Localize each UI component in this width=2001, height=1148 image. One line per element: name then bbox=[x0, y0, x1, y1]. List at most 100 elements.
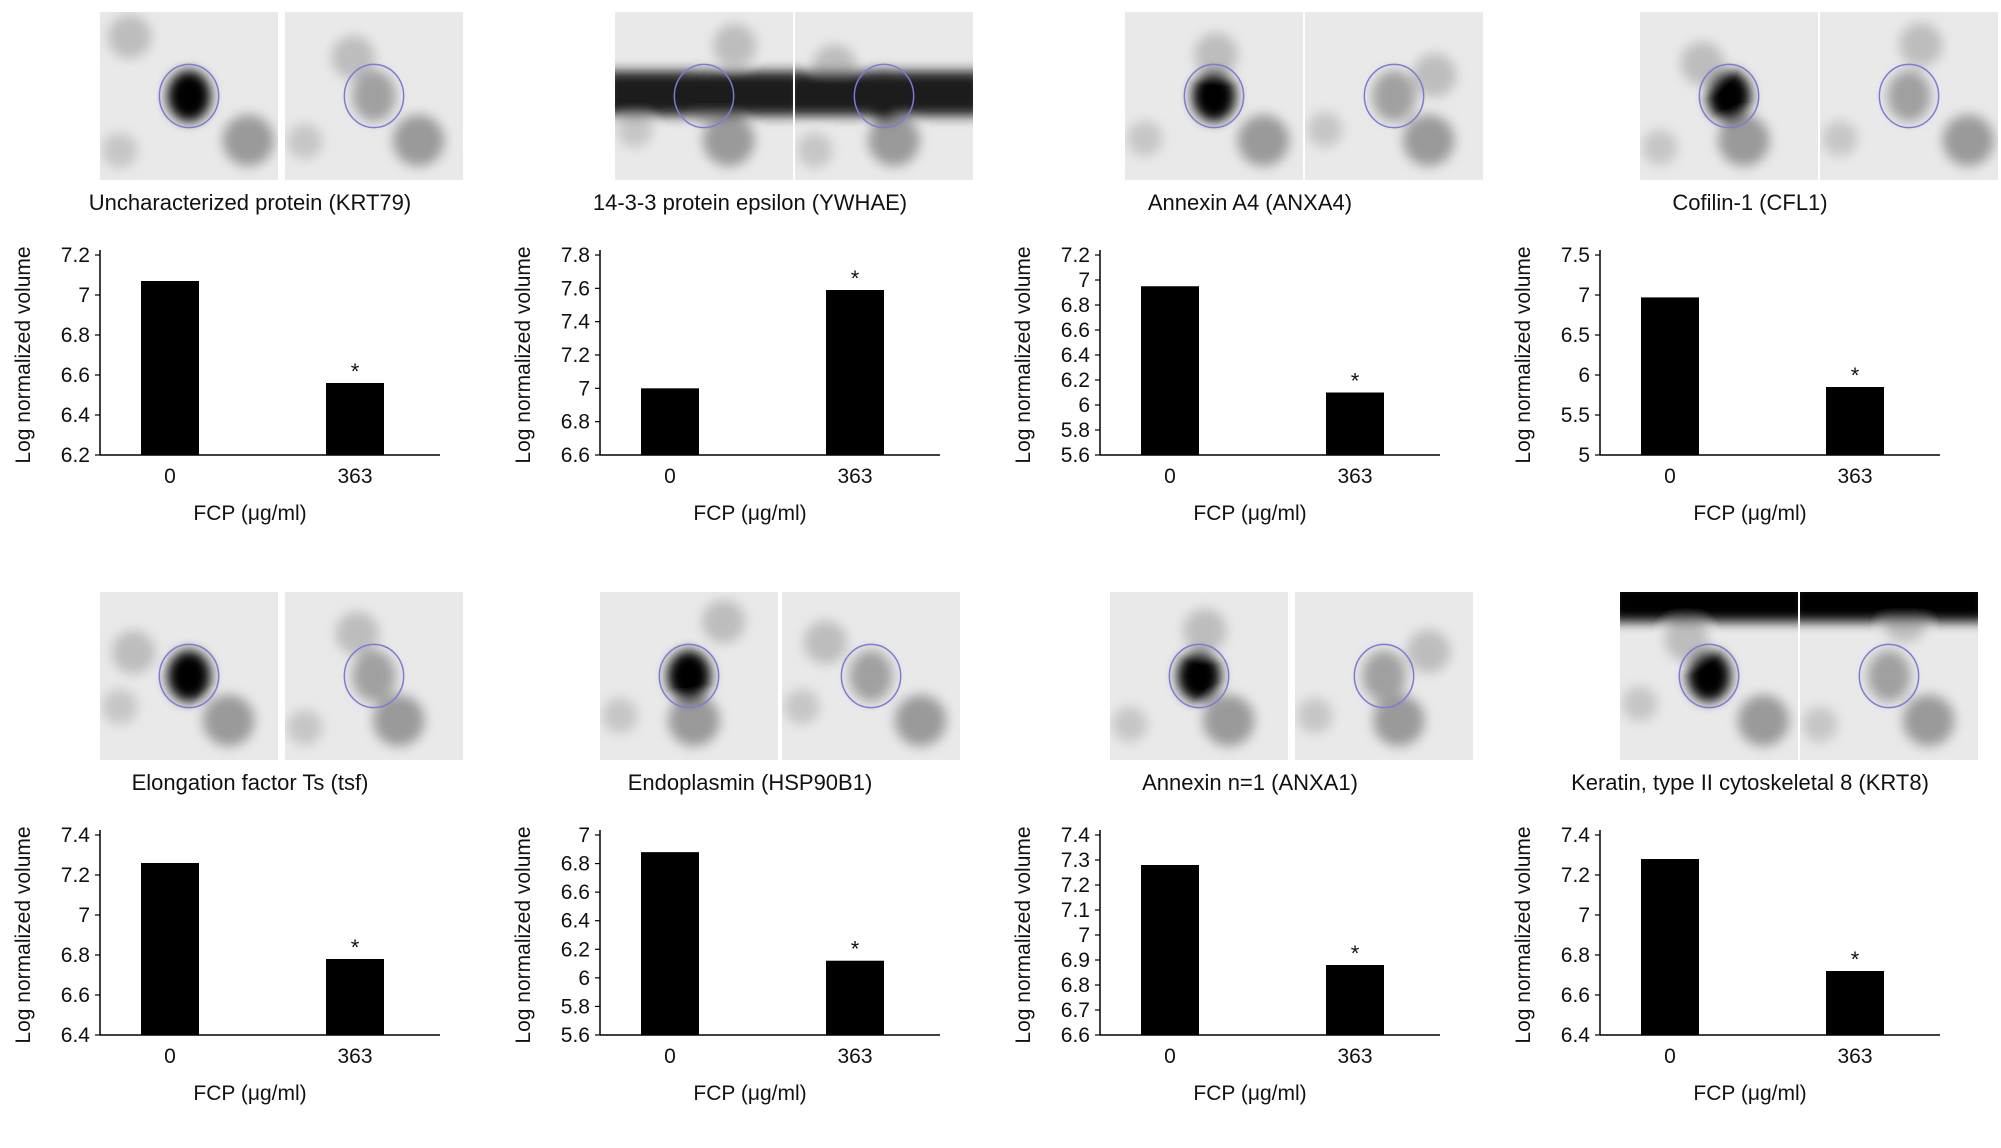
bar bbox=[141, 281, 199, 455]
protein-panel: Cofilin-1 (CFL1) 5 5.5 6 6.5 7 7.5 0 363 * FCP (μg… bbox=[1500, 0, 2000, 568]
spot-outline bbox=[1353, 643, 1415, 709]
y-tick-label: 6.4 bbox=[1561, 1024, 1591, 1047]
spot-outline bbox=[1698, 63, 1760, 129]
gel-image-pair bbox=[1500, 0, 2000, 185]
y-axis-label: Log normalized volume bbox=[512, 246, 535, 463]
significance-marker: * bbox=[851, 266, 860, 291]
y-axis-label: Log normalized volume bbox=[1012, 826, 1035, 1043]
y-tick-label: 6.2 bbox=[1061, 369, 1090, 392]
y-tick-label: 7 bbox=[578, 824, 590, 847]
gel-image-control bbox=[100, 592, 278, 760]
x-tick-label: 363 bbox=[1837, 465, 1872, 488]
y-tick-label: 6.2 bbox=[561, 938, 590, 961]
protein-panel: Uncharacterized protein (KRT79) 6.2 6.4 6.6… bbox=[0, 0, 500, 568]
y-tick-label: 7.2 bbox=[61, 244, 90, 267]
y-tick-label: 7.8 bbox=[561, 244, 590, 267]
y-tick-label: 6.6 bbox=[561, 444, 590, 467]
bar bbox=[1326, 392, 1384, 455]
significance-marker: * bbox=[1851, 947, 1860, 972]
gel-image-pair bbox=[1500, 580, 2000, 765]
y-tick-label: 7 bbox=[78, 284, 90, 307]
gel-image-pair bbox=[0, 580, 500, 765]
y-tick-label: 6 bbox=[578, 967, 590, 990]
y-tick-label: 7.4 bbox=[561, 311, 591, 334]
bar bbox=[141, 863, 199, 1035]
y-tick-label: 7.4 bbox=[1061, 824, 1091, 847]
bar bbox=[826, 960, 884, 1035]
protein-name: Elongation factor Ts (tsf) bbox=[131, 770, 369, 795]
gel-image-pair bbox=[1000, 0, 1500, 185]
spot-outline bbox=[1183, 63, 1245, 129]
protein-name: Cofilin-1 (CFL1) bbox=[1672, 190, 1828, 215]
protein-name: Uncharacterized protein (KRT79) bbox=[88, 190, 412, 215]
significance-marker: * bbox=[1351, 369, 1360, 394]
gel-image-control bbox=[1640, 12, 1818, 180]
y-axis-label: Log normalized volume bbox=[12, 826, 35, 1043]
bar-chart: 5.6 5.8 6 6.2 6.4 6.6 6.8 7 0 363 * FCP (μg/ml) Log … bbox=[500, 795, 1000, 1125]
spot-outline bbox=[343, 63, 405, 129]
protein-panel: Annexin n=1 (ANXA1) 6.6 6.7 6.8 6.9 7 7.1 7.2 7.… bbox=[1000, 580, 1500, 1148]
bar bbox=[641, 852, 699, 1035]
protein-panel: Elongation factor Ts (tsf) 6.4 6.6 6.8 7 7.2 7… bbox=[0, 580, 500, 1148]
y-tick-label: 6 bbox=[1578, 364, 1590, 387]
gel-image-treated bbox=[1305, 12, 1483, 180]
y-tick-label: 6.8 bbox=[1561, 944, 1590, 967]
gel-image-control bbox=[1110, 592, 1288, 760]
y-axis-label: Log normalized volume bbox=[1012, 246, 1035, 463]
y-tick-label: 5.5 bbox=[1561, 404, 1590, 427]
y-tick-label: 6.4 bbox=[61, 404, 91, 427]
y-tick-label: 7.2 bbox=[561, 344, 590, 367]
y-tick-label: 6.6 bbox=[61, 984, 90, 1007]
protein-name: Keratin, type II cytoskeletal 8 (KRT8) bbox=[1571, 770, 1929, 795]
x-axis-label: FCP (μg/ml) bbox=[1193, 502, 1306, 525]
gel-image-control bbox=[100, 12, 278, 180]
gel-image-pair bbox=[500, 580, 1000, 765]
protein-panel: Keratin, type II cytoskeletal 8 (KRT8) 6.… bbox=[1500, 580, 2000, 1148]
gel-image-pair bbox=[500, 0, 1000, 185]
y-tick-label: 7.2 bbox=[1061, 244, 1090, 267]
bar bbox=[1826, 971, 1884, 1035]
y-axis-label: Log normalized volume bbox=[512, 826, 535, 1043]
y-tick-label: 6.6 bbox=[1561, 984, 1590, 1007]
bar bbox=[326, 383, 384, 455]
x-axis-label: FCP (μg/ml) bbox=[193, 1082, 306, 1105]
gel-image-control bbox=[615, 12, 793, 180]
spot-outline bbox=[840, 643, 902, 709]
y-axis-label: Log normalized volume bbox=[1512, 246, 1535, 463]
y-tick-label: 6.8 bbox=[61, 324, 90, 347]
y-tick-label: 5.6 bbox=[1061, 444, 1090, 467]
gel-image-treated bbox=[795, 12, 973, 180]
x-axis-label: FCP (μg/ml) bbox=[193, 502, 306, 525]
y-tick-label: 6.6 bbox=[1061, 319, 1090, 342]
x-axis-label: FCP (μg/ml) bbox=[1193, 1082, 1306, 1105]
bar bbox=[641, 388, 699, 455]
x-tick-label: 0 bbox=[1664, 1045, 1676, 1068]
y-tick-label: 5 bbox=[1578, 444, 1590, 467]
bar-chart: 6.2 6.4 6.6 6.8 7 7.2 0 363 * FCP (μg/ml) Log norm… bbox=[0, 215, 500, 545]
x-tick-label: 363 bbox=[1837, 1045, 1872, 1068]
spot-outline bbox=[343, 643, 405, 709]
bar-chart: 6.4 6.6 6.8 7 7.2 7.4 0 363 * FCP (μg/ml) Log norm… bbox=[1500, 795, 2000, 1125]
y-tick-label: 7.2 bbox=[1061, 874, 1090, 897]
bar bbox=[326, 959, 384, 1035]
x-tick-label: 0 bbox=[1164, 465, 1176, 488]
spot-outline bbox=[1878, 63, 1940, 129]
gel-image-treated bbox=[782, 592, 960, 760]
gel-image-control bbox=[1620, 592, 1798, 760]
x-tick-label: 363 bbox=[1337, 465, 1372, 488]
spot-outline bbox=[673, 63, 735, 129]
bar-chart: 5 5.5 6 6.5 7 7.5 0 363 * FCP (μg/ml) Log normaliz… bbox=[1500, 215, 2000, 545]
gel-image-treated bbox=[285, 12, 463, 180]
x-tick-label: 363 bbox=[837, 1045, 872, 1068]
gel-image-pair bbox=[1000, 580, 1500, 765]
bar-chart: 6.6 6.7 6.8 6.9 7 7.1 7.2 7.3 7.4 0 363 * FCP (μg/ml… bbox=[1000, 795, 1500, 1125]
x-tick-label: 363 bbox=[1337, 1045, 1372, 1068]
x-tick-label: 363 bbox=[337, 465, 372, 488]
y-tick-label: 6.8 bbox=[1061, 974, 1090, 997]
y-tick-label: 6.4 bbox=[561, 910, 591, 933]
significance-marker: * bbox=[851, 937, 860, 962]
y-tick-label: 6.6 bbox=[61, 364, 90, 387]
x-axis-label: FCP (μg/ml) bbox=[1693, 1082, 1806, 1105]
y-tick-label: 7.4 bbox=[1561, 824, 1591, 847]
spot-outline bbox=[158, 643, 220, 709]
